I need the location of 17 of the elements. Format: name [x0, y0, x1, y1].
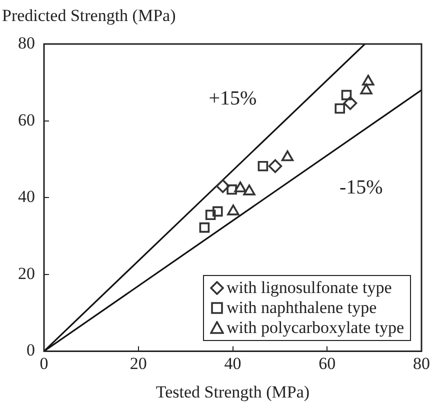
y-tick-label: 80 [18, 33, 35, 52]
x-tick-label: 20 [130, 354, 147, 373]
y-tick-label: 40 [18, 187, 35, 206]
y-tick-label: 0 [26, 340, 35, 360]
y-axis-title: Predicted Strength (MPa) [2, 6, 176, 26]
x-tick-label: 0 [40, 354, 48, 373]
x-tick-label: 40 [224, 354, 242, 373]
y-tick-label: 60 [18, 110, 35, 130]
annotation: -15% [339, 176, 383, 199]
legend-label: with naphthalene type [226, 298, 377, 318]
x-tick-label: 60 [318, 354, 336, 373]
legend-label: with lignosulfonate type [226, 278, 392, 298]
x-tick-label: 80 [413, 354, 430, 373]
x-axis-title: Tested Strength (MPa) [156, 382, 310, 402]
y-tick-label: 20 [18, 264, 35, 283]
annotation: +15% [208, 88, 257, 110]
legend-label: with polycarboxylate type [226, 318, 404, 338]
